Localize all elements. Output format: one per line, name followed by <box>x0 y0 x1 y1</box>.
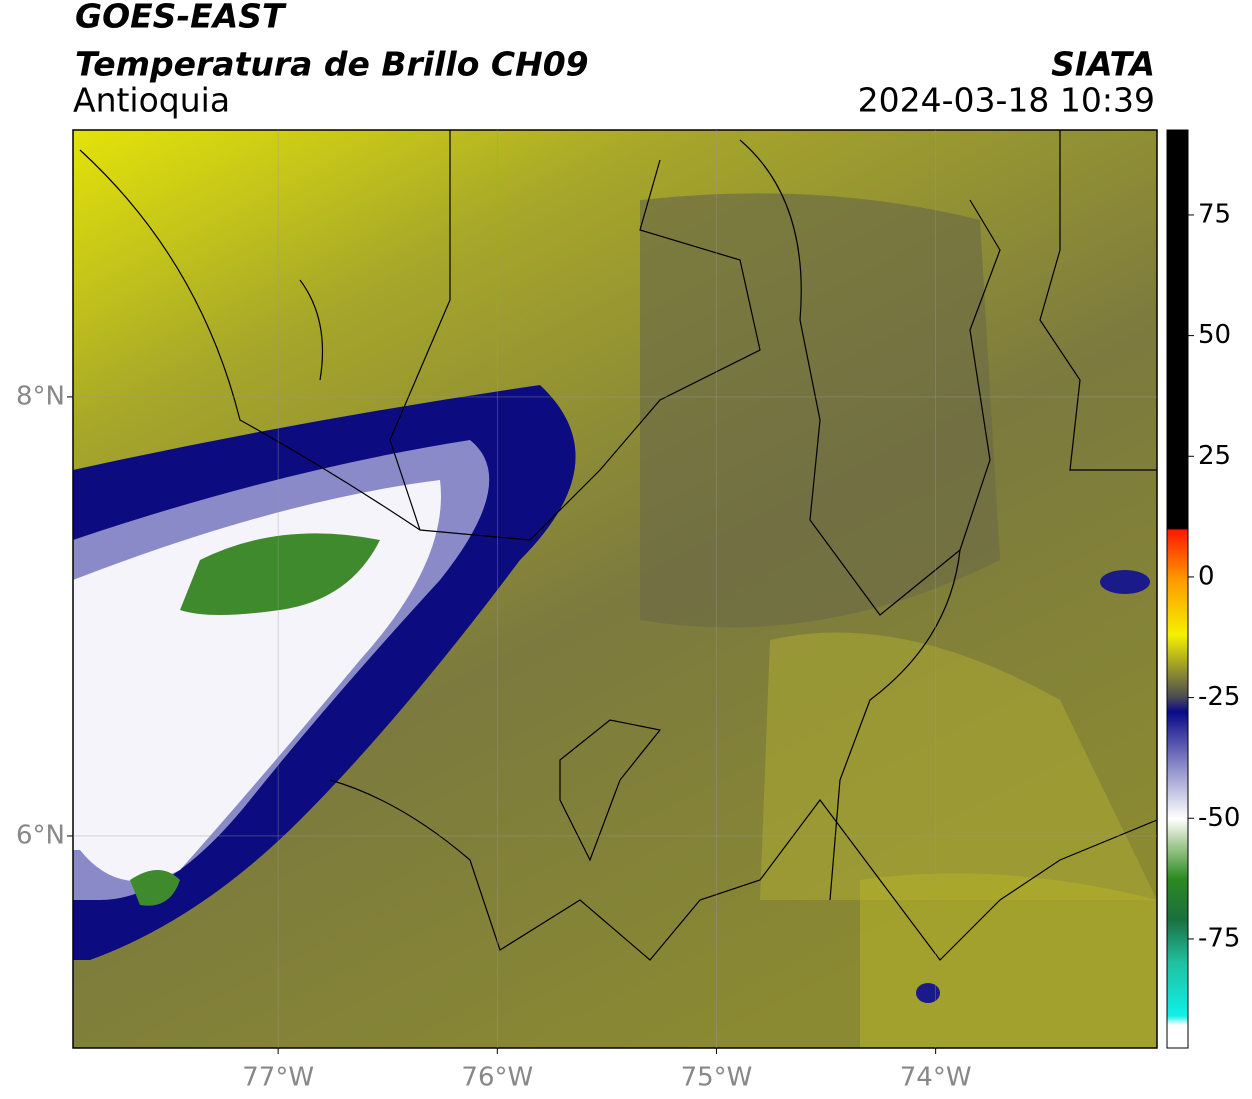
region: Antioquia <box>73 81 230 120</box>
colorbar-tick-label: -75 <box>1198 923 1240 953</box>
x-tick-label: 75°W <box>681 1063 753 1093</box>
datetime: 2024-03-18 10:39 <box>858 81 1155 120</box>
y-tick-label: 8°N <box>16 381 65 411</box>
x-tick-label: 74°W <box>900 1063 972 1093</box>
x-tick-label: 76°W <box>461 1063 533 1093</box>
x-tick-label: 77°W <box>242 1063 314 1093</box>
title: GOES-EAST <box>75 0 287 36</box>
colorbar <box>1166 129 1189 1049</box>
y-tick-label: 6°N <box>16 820 65 850</box>
subtitle: Temperatura de Brillo CH09 <box>75 45 589 84</box>
map-frame <box>72 129 1158 1049</box>
colorbar-tick-label: 75 <box>1198 199 1231 229</box>
map-field <box>73 130 1157 1048</box>
colorbar-tick-label: 50 <box>1198 320 1231 350</box>
colorbar-tick-label: -25 <box>1198 682 1240 712</box>
colorbar-tick-label: -50 <box>1198 803 1240 833</box>
source: SIATA <box>1051 45 1155 84</box>
colorbar-tick-label: 25 <box>1198 441 1231 471</box>
colorbar-tick-label: 0 <box>1198 561 1215 591</box>
